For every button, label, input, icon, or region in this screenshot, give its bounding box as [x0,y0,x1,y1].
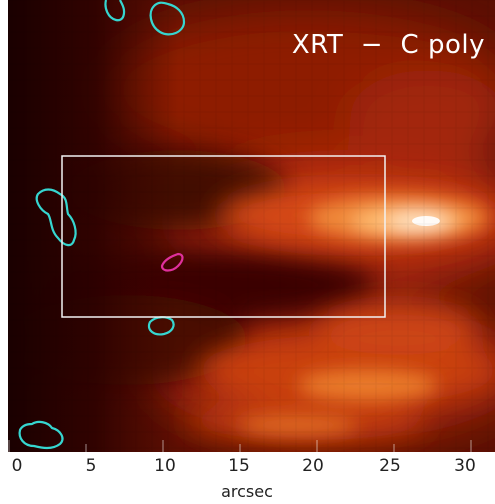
cyan-contour-top-left [104,0,126,22]
image-title: XRT − C poly [291,30,485,60]
x-tick-label: 10 [154,456,176,476]
x-tick-label: 0 [11,456,23,476]
x-tick-label: 15 [228,456,250,476]
x-tick-label: 25 [379,456,401,476]
cyan-contour-left [35,188,77,247]
xrt-intensity-map: XRT − C poly [8,0,495,452]
x-axis-label: arcsec [221,482,273,501]
cyan-contour-top [149,1,186,36]
magenta-contour [160,252,184,272]
x-tick-label: 5 [85,456,97,476]
bottom-tick-marks [8,440,472,452]
x-tick-label: 20 [302,456,324,476]
pixel-texture [8,0,495,452]
x-tick-label: 30 [454,456,476,476]
intensity-map-svg [8,0,495,452]
x-axis: 0 5 10 15 20 25 30 arcsec [0,454,495,504]
region-of-interest-box [61,155,386,318]
cyan-contour-bottom-left [18,420,64,450]
